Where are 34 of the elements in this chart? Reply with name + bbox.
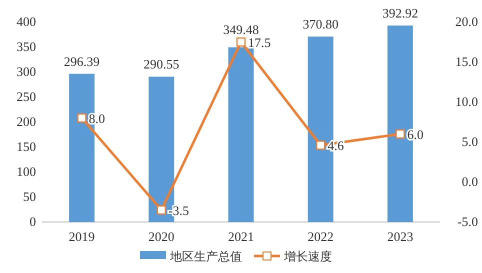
y-tick-label: 350	[16, 39, 36, 54]
legend-label: 地区生产总值	[169, 250, 242, 264]
data-label: 17.5	[248, 35, 271, 50]
data-label: 290.55	[144, 56, 180, 72]
y-tick-label: 250	[16, 89, 36, 104]
bar	[228, 47, 254, 222]
x-tick-label: 2019	[68, 229, 95, 244]
point	[236, 37, 246, 47]
y-tick-label: 0	[30, 214, 36, 229]
y-tick-label: 300	[16, 64, 36, 79]
y2-tick-label: 15.0	[455, 54, 478, 69]
y-tick-label: 400	[16, 14, 36, 29]
y2-tick-label: 0.0	[462, 174, 478, 189]
y-tick-label: 150	[16, 139, 36, 154]
point	[396, 129, 405, 139]
y-tick-label: 200	[16, 114, 36, 129]
y2-tick-label: -5.0	[457, 214, 478, 229]
data-label: 296.39	[64, 54, 100, 69]
y-tick-label: 100	[16, 164, 36, 179]
y-tick-label: 50	[23, 189, 36, 204]
x-tick-label: 2021	[228, 229, 254, 244]
x-tick-label: 2022	[308, 229, 334, 244]
point	[316, 140, 326, 150]
point	[77, 113, 86, 123]
data-label: 370.80	[302, 16, 338, 32]
point	[156, 205, 166, 215]
y2-tick-label: 20.0	[455, 14, 478, 29]
x-tick-label: 2023	[387, 229, 414, 244]
data-label: 349.48	[223, 22, 259, 37]
y2-tick-label: 5.0	[462, 134, 478, 149]
y2-tick-label: 10.0	[455, 94, 478, 109]
legend-label: 增长速度	[283, 250, 332, 264]
x-tick-label: 2020	[148, 229, 174, 244]
data-label: 392.92	[382, 6, 418, 21]
